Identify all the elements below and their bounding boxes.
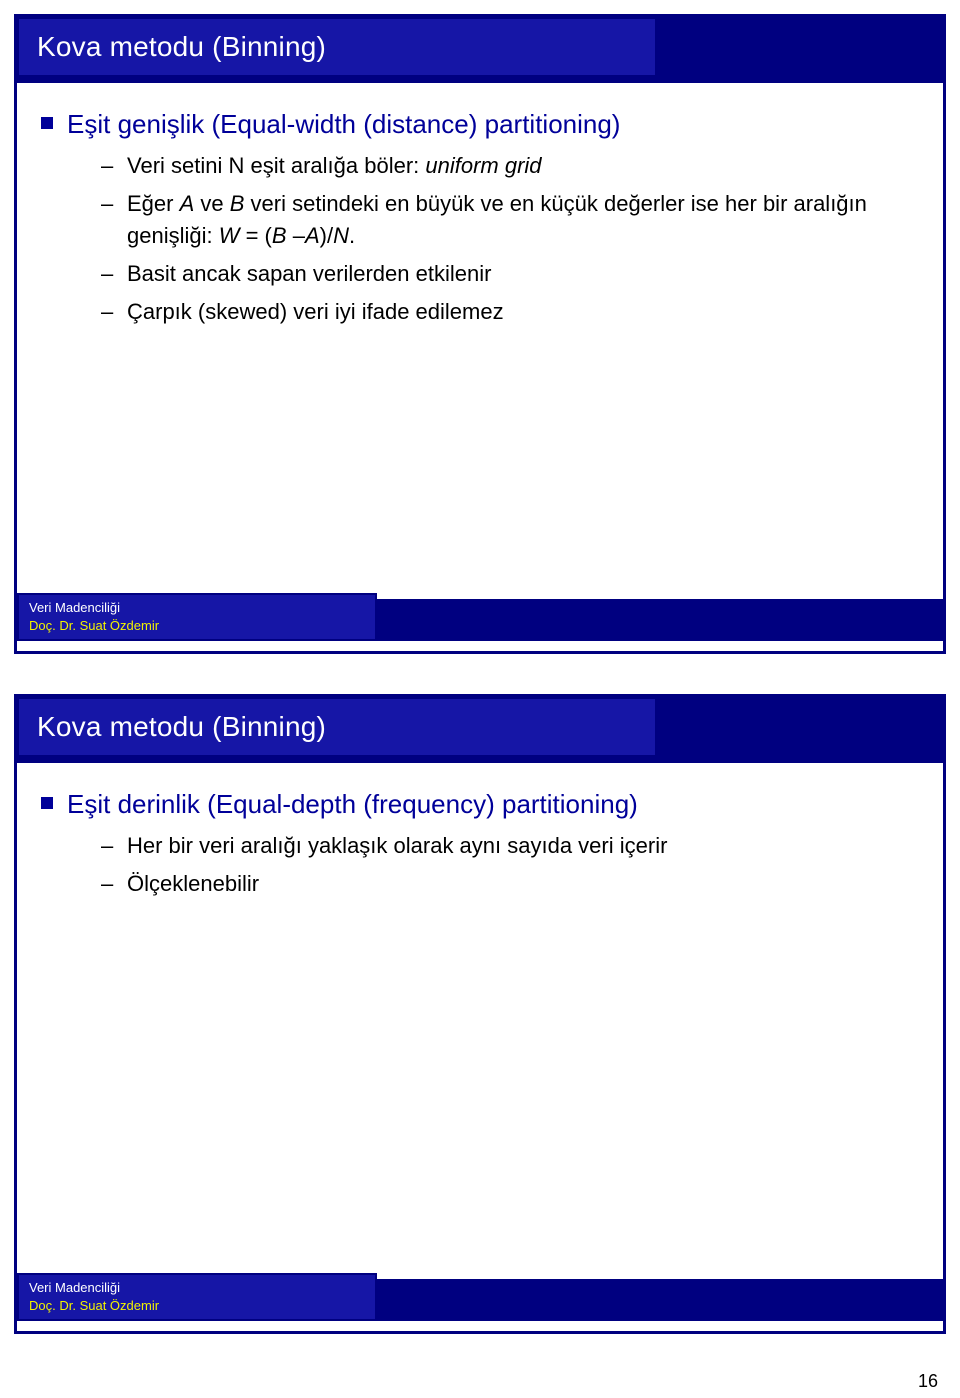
sub-list: – Her bir veri aralığı yaklaşık olarak a… bbox=[101, 830, 919, 900]
sub-text-em: uniform grid bbox=[425, 153, 541, 178]
main-bullet-text: Eşit derinlik (Equal-depth (frequency) p… bbox=[67, 787, 638, 822]
footer-left: Veri Madenciliği Doç. Dr. Suat Özdemir bbox=[17, 1273, 377, 1321]
sub-text: Basit ancak sapan verilerden etkilenir bbox=[127, 258, 491, 290]
slide-body: Eşit derinlik (Equal-depth (frequency) p… bbox=[41, 787, 919, 906]
footer-bar: Veri Madenciliği Doç. Dr. Suat Özdemir bbox=[17, 1279, 943, 1321]
sub-text: Çarpık (skewed) veri iyi ifade edilemez bbox=[127, 296, 504, 328]
t: W bbox=[219, 223, 240, 248]
t: N bbox=[333, 223, 349, 248]
page-number: 16 bbox=[918, 1371, 938, 1392]
sub-text: Veri setini N eşit aralığa böler: unifor… bbox=[127, 150, 542, 182]
footer-left: Veri Madenciliği Doç. Dr. Suat Özdemir bbox=[17, 593, 377, 641]
sub-text: Her bir veri aralığı yaklaşık olarak ayn… bbox=[127, 830, 667, 862]
footer-course: Veri Madenciliği bbox=[29, 599, 365, 617]
page: Kova metodu (Binning) Eşit genişlik (Equ… bbox=[0, 0, 960, 1398]
sub-item: – Çarpık (skewed) veri iyi ifade edileme… bbox=[101, 296, 919, 328]
footer-bar: Veri Madenciliği Doç. Dr. Suat Özdemir bbox=[17, 599, 943, 641]
t: B bbox=[230, 191, 245, 216]
sub-text: Ölçeklenebilir bbox=[127, 868, 259, 900]
slide-title: Kova metodu (Binning) bbox=[37, 31, 326, 63]
dash-icon: – bbox=[101, 188, 115, 220]
t: Eğer bbox=[127, 191, 180, 216]
dash-icon: – bbox=[101, 258, 115, 290]
sub-list: – Veri setini N eşit aralığa böler: unif… bbox=[101, 150, 919, 327]
t: B bbox=[272, 223, 287, 248]
title-inner: Kova metodu (Binning) bbox=[17, 697, 657, 757]
dash-icon: – bbox=[101, 868, 115, 900]
dash-icon: – bbox=[101, 296, 115, 328]
bullet-square-icon bbox=[41, 117, 53, 129]
title-bar: Kova metodu (Binning) bbox=[17, 17, 943, 83]
slide-1: Kova metodu (Binning) Eşit genişlik (Equ… bbox=[14, 14, 946, 654]
dash-icon: – bbox=[101, 830, 115, 862]
t: = ( bbox=[239, 223, 271, 248]
slide-body: Eşit genişlik (Equal-width (distance) pa… bbox=[41, 107, 919, 334]
main-bullet-row: Eşit derinlik (Equal-depth (frequency) p… bbox=[41, 787, 919, 822]
t: A bbox=[305, 223, 320, 248]
sub-text-part: Veri setini N eşit aralığa böler: bbox=[127, 153, 425, 178]
sub-item: – Eğer A ve B veri setindeki en büyük ve… bbox=[101, 188, 919, 252]
t: ve bbox=[194, 191, 229, 216]
slide-2: Kova metodu (Binning) Eşit derinlik (Equ… bbox=[14, 694, 946, 1334]
sub-item: – Basit ancak sapan verilerden etkilenir bbox=[101, 258, 919, 290]
title-bar: Kova metodu (Binning) bbox=[17, 697, 943, 763]
dash-icon: – bbox=[101, 150, 115, 182]
t: A bbox=[180, 191, 195, 216]
sub-item: – Veri setini N eşit aralığa böler: unif… bbox=[101, 150, 919, 182]
sub-text: Eğer A ve B veri setindeki en büyük ve e… bbox=[127, 188, 919, 252]
footer-author: Doç. Dr. Suat Özdemir bbox=[29, 617, 365, 635]
t: – bbox=[287, 223, 305, 248]
footer-author: Doç. Dr. Suat Özdemir bbox=[29, 1297, 365, 1315]
title-inner: Kova metodu (Binning) bbox=[17, 17, 657, 77]
t: . bbox=[349, 223, 355, 248]
footer-course: Veri Madenciliği bbox=[29, 1279, 365, 1297]
sub-item: – Ölçeklenebilir bbox=[101, 868, 919, 900]
bullet-square-icon bbox=[41, 797, 53, 809]
sub-item: – Her bir veri aralığı yaklaşık olarak a… bbox=[101, 830, 919, 862]
slide-title: Kova metodu (Binning) bbox=[37, 711, 326, 743]
main-bullet-text: Eşit genişlik (Equal-width (distance) pa… bbox=[67, 107, 620, 142]
main-bullet-row: Eşit genişlik (Equal-width (distance) pa… bbox=[41, 107, 919, 142]
t: )/ bbox=[320, 223, 333, 248]
